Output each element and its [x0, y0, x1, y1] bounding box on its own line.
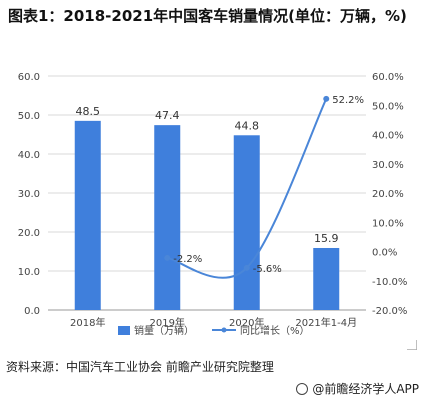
y-right-tick-label: -20.0%: [372, 306, 407, 317]
growth-point: [243, 264, 250, 271]
growth-value-label: -2.2%: [173, 254, 202, 265]
growth-value-label: 52.2%: [332, 95, 364, 106]
growth-value-label: -5.6%: [253, 264, 282, 275]
y-right-tick-label: 10.0%: [372, 218, 404, 229]
y-left-tick-label: 30.0: [18, 189, 40, 200]
growth-point: [164, 254, 171, 261]
y-left-tick-label: 50.0: [18, 111, 40, 122]
growth-line: [164, 95, 330, 279]
legend-line-label: 同比增长（%）: [240, 324, 310, 337]
legend: 销量（万辆） 同比增长（%）: [118, 324, 310, 337]
x-tick-labels: 2018年 2019年 2020年 2021年1-4月: [70, 316, 357, 329]
y-right-tick-label: -10.0%: [372, 277, 407, 288]
y-left-tick-label: 20.0: [18, 228, 40, 239]
legend-bar-label: 销量（万辆）: [134, 324, 194, 337]
brand-credit: @前瞻经济学人APP: [296, 380, 419, 397]
legend-line-marker: [221, 327, 227, 333]
legend-bar-swatch: [118, 326, 130, 335]
bar-value-label: 48.5: [76, 105, 101, 118]
y-left-tick-label: 10.0: [18, 267, 40, 278]
y-right-tick-labels: -20.0% -10.0% 0.0% 10.0% 20.0% 30.0% 40.0% 50.0…: [372, 72, 407, 317]
growth-point: [323, 95, 330, 102]
y-right-tick-label: 0.0%: [372, 248, 397, 259]
x-tick-label: 2018年: [70, 316, 105, 329]
bars: [74, 120, 340, 310]
bar: [154, 125, 181, 310]
chart: 0.0 10.0 20.0 30.0 40.0 50.0 60.0 -20.0% -10.0%…: [18, 72, 408, 337]
bar: [313, 247, 340, 310]
y-left-tick-label: 60.0: [18, 72, 40, 83]
brand-text: @前瞻经济学人APP: [312, 382, 419, 396]
bar: [233, 135, 260, 310]
x-tick-label: 2019年: [150, 316, 185, 329]
y-left-tick-label: 0.0: [24, 306, 40, 317]
y-left-tick-label: 40.0: [18, 150, 40, 161]
source-note: 资料来源：中国汽车工业协会 前瞻产业研究院整理: [6, 360, 274, 374]
chart-title: 图表1：2018-2021年中国客车销量情况(单位：万辆，%): [8, 7, 407, 25]
bar-value-label: 47.4: [155, 109, 180, 122]
x-tick-label: 2020年: [229, 316, 264, 329]
bar-value-label: 15.9: [314, 232, 339, 245]
x-tick-label: 2021年1-4月: [295, 316, 357, 329]
corner-mark-icon: [407, 340, 417, 350]
y-right-tick-label: 30.0%: [372, 160, 404, 171]
y-right-tick-label: 60.0%: [372, 72, 404, 83]
y-right-tick-label: 50.0%: [372, 101, 404, 112]
data-labels: 48.5 47.4 44.8 15.9 -2.2% -5.6% 52.2%: [76, 95, 365, 275]
growth-line-path: [167, 98, 328, 279]
y-right-tick-label: 40.0%: [372, 131, 404, 142]
grid: [48, 75, 366, 311]
y-right-tick-label: 20.0%: [372, 189, 404, 200]
bar-value-label: 44.8: [235, 119, 260, 132]
brand-logo-icon: [296, 382, 309, 395]
y-left-tick-labels: 0.0 10.0 20.0 30.0 40.0 50.0 60.0: [18, 72, 40, 317]
bar: [74, 120, 101, 310]
